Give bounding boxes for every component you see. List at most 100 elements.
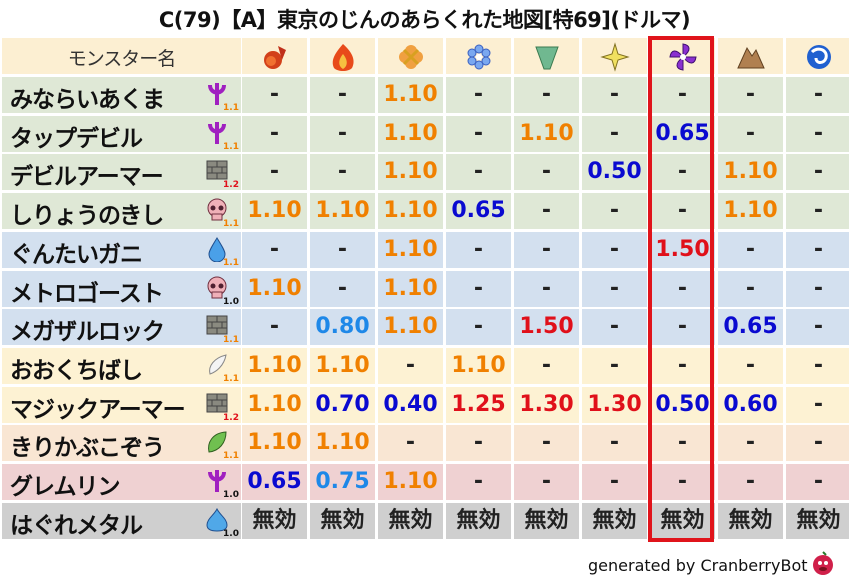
resistance-value: - [786, 425, 849, 462]
header-element-cell [378, 38, 443, 74]
devil-trident-icon [208, 470, 226, 492]
resistance-value: - [514, 464, 579, 500]
resistance-value: - [378, 347, 443, 384]
monster-name-cell: きりかぶこぞう 1.1 [2, 425, 241, 462]
resistance-value: - [446, 154, 511, 191]
resistance-value: - [242, 77, 307, 113]
resistance-value: - [718, 270, 783, 307]
resistance-value: - [242, 154, 307, 191]
resistance-value: 1.10 [378, 154, 443, 191]
resistance-value: 0.40 [378, 386, 443, 423]
resistance-value: - [718, 115, 783, 152]
monster-multiplier: 1.1 [223, 335, 239, 346]
monster-multiplier: 1.0 [223, 490, 239, 500]
resistance-value: - [718, 425, 783, 462]
fire-ball-icon [264, 46, 286, 69]
resistance-value: 0.60 [718, 386, 783, 423]
resistance-value: - [446, 77, 511, 113]
resistance-value: 0.65 [718, 309, 783, 346]
monster-name: マジックアーマー [10, 396, 186, 423]
resistance-value: - [310, 154, 375, 191]
resistance-value: 1.25 [446, 386, 511, 423]
monster-name: きりかぶこぞう [10, 435, 165, 462]
monster-name: タップデビル [10, 125, 143, 152]
resistance-value: - [650, 347, 715, 384]
resistance-value: - [582, 231, 647, 268]
wing-icon [209, 354, 227, 375]
resistance-value: 0.65 [650, 115, 715, 152]
header-element-cell [446, 38, 511, 74]
resistance-value: - [582, 309, 647, 346]
monster-name-cell: おおくちばし 1.1 [2, 347, 241, 384]
explosion-icon [399, 45, 423, 69]
resistance-value: - [514, 231, 579, 268]
monster-name-cell: タップデビル 1.1 [2, 115, 241, 152]
resistance-value: 1.10 [718, 193, 783, 230]
monster-name: しりょうのきし [10, 203, 164, 230]
brick-wall-icon [206, 393, 228, 413]
resistance-value: 無効 [650, 502, 715, 539]
resistance-value: - [310, 231, 375, 268]
monster-multiplier: 1.1 [223, 451, 239, 462]
header-element-cell [718, 38, 783, 74]
monster-multiplier: 1.1 [223, 257, 239, 268]
resistance-value: 1.10 [378, 231, 443, 268]
resistance-value: 無効 [718, 502, 783, 539]
resistance-value: 無効 [378, 502, 443, 539]
monster-name-cell: メトロゴースト 1.0 [2, 270, 241, 307]
resistance-value: 1.10 [378, 193, 443, 230]
resistance-value: 1.10 [378, 77, 443, 113]
resistance-value: - [650, 193, 715, 230]
resistance-value: 1.10 [446, 347, 511, 384]
header-element-cell [786, 38, 849, 74]
resistance-value: - [582, 115, 647, 152]
monster-name: メガザルロック [10, 319, 165, 346]
resistance-value: 無効 [310, 502, 375, 539]
resistance-value: - [718, 347, 783, 384]
resistance-value: 無効 [446, 502, 511, 539]
monster-multiplier: 1.2 [223, 180, 239, 191]
resistance-value: - [786, 386, 849, 423]
monster-multiplier: 1.0 [223, 296, 239, 307]
monster-name-cell: マジックアーマー 1.2 [2, 386, 241, 423]
ice-icon [467, 44, 491, 70]
resistance-value: - [514, 347, 579, 384]
highlighted-column-frame [648, 36, 714, 542]
earth-icon [737, 46, 765, 69]
brick-wall-icon [206, 160, 228, 180]
resistance-value: 0.65 [242, 464, 307, 500]
monster-name: ぐんたいガニ [10, 241, 143, 268]
resistance-value: 0.65 [446, 193, 511, 230]
resistance-value: 無効 [514, 502, 579, 539]
devil-trident-icon [208, 121, 226, 144]
resistance-value: 1.10 [514, 115, 579, 152]
monster-multiplier: 1.1 [223, 373, 239, 384]
resistance-value: 0.50 [650, 386, 715, 423]
resistance-value: 1.10 [310, 347, 375, 384]
header-element-cell [650, 38, 715, 74]
resistance-value: 1.10 [378, 270, 443, 307]
resistance-value: 1.50 [650, 231, 715, 268]
skull-icon [207, 198, 227, 221]
resistance-value: 1.10 [310, 425, 375, 462]
monster-multiplier: 1.2 [223, 412, 239, 423]
monster-multiplier: 1.1 [223, 219, 239, 230]
slime-icon [206, 507, 228, 532]
resistance-value: - [514, 154, 579, 191]
resistance-value: - [786, 77, 849, 113]
resistance-value: - [650, 425, 715, 462]
devil-trident-icon [208, 83, 226, 105]
monster-name-cell: グレムリン 1.0 [2, 464, 241, 500]
resistance-value: - [514, 270, 579, 307]
leaf-icon [208, 431, 227, 453]
header-element-cell [514, 38, 579, 74]
resistance-value: - [242, 115, 307, 152]
resistance-value: - [446, 309, 511, 346]
resistance-value: 無効 [786, 502, 849, 539]
monster-name-cell: ぐんたいガニ 1.1 [2, 231, 241, 268]
resistance-value: - [650, 464, 715, 500]
flame-icon [332, 44, 354, 71]
resistance-value: - [786, 115, 849, 152]
resistance-value: - [786, 347, 849, 384]
resistance-value: - [582, 347, 647, 384]
